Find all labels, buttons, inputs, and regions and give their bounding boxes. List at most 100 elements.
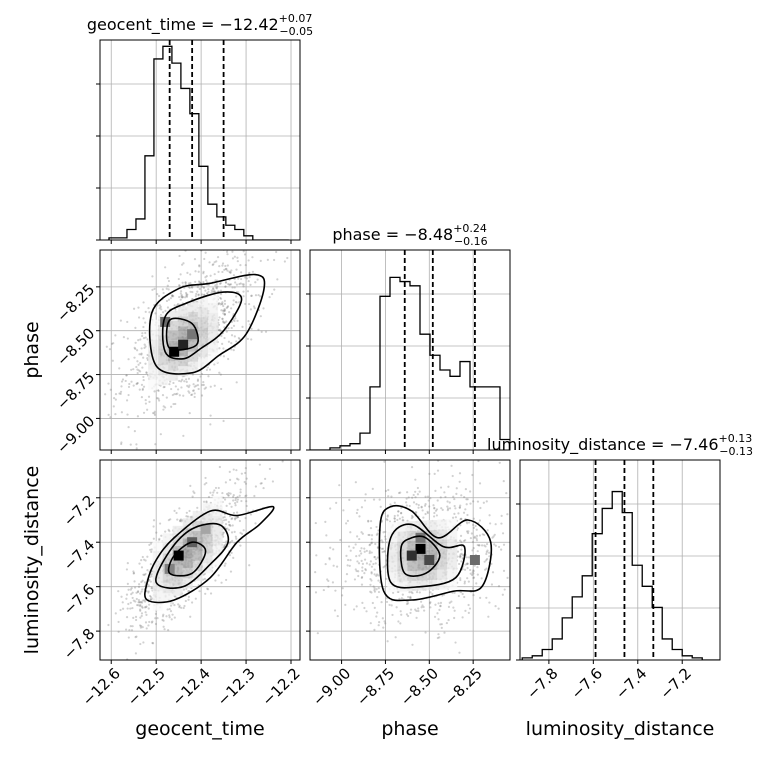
histogram-luminosity_distance — [521, 490, 720, 660]
scatter-point — [214, 284, 217, 287]
density-cell — [437, 559, 448, 570]
scatter-point — [239, 544, 242, 547]
scatter-point — [386, 515, 389, 518]
scatter-point — [488, 514, 491, 517]
scatter-point — [409, 595, 412, 598]
scatter-point — [460, 540, 463, 544]
scatter-point — [189, 484, 192, 487]
scatter-point — [131, 606, 134, 610]
scatter-point — [224, 285, 227, 288]
scatter-point — [183, 604, 186, 608]
scatter-point — [121, 601, 124, 604]
scatter-point — [109, 388, 112, 391]
scatter-point — [202, 573, 205, 576]
scatter-point — [262, 486, 265, 490]
scatter-point — [433, 507, 436, 510]
scatter-point — [332, 548, 335, 551]
density-cell — [158, 375, 169, 386]
scatter-point — [127, 588, 130, 591]
scatter-point — [223, 313, 226, 316]
scatter-point — [114, 393, 118, 396]
scatter-point — [273, 288, 276, 291]
scatter-point — [227, 327, 230, 330]
scatter-point — [212, 491, 215, 494]
scatter-point — [500, 514, 503, 517]
scatter-point — [138, 583, 141, 586]
scatter-point — [224, 522, 228, 526]
scatter-point — [192, 383, 195, 386]
scatter-point — [223, 564, 226, 567]
scatter-point — [203, 257, 206, 261]
scatter-point — [221, 309, 225, 312]
scatter-point — [196, 384, 200, 387]
scatter-point — [138, 353, 141, 356]
scatter-point — [213, 363, 216, 366]
scatter-point — [414, 511, 417, 514]
scatter-point — [254, 294, 258, 297]
panel-frame — [99, 459, 301, 661]
scatter-point — [246, 337, 249, 341]
scatter-point — [125, 374, 128, 377]
scatter-point — [244, 495, 247, 498]
scatter-point — [407, 496, 410, 499]
scatter-point — [214, 290, 217, 293]
scatter-point — [204, 276, 207, 279]
scatter-point — [156, 397, 159, 400]
scatter-point — [386, 640, 389, 643]
scatter-point — [276, 278, 279, 281]
scatter-point — [264, 330, 268, 333]
scatter-point — [114, 612, 117, 615]
scatter-point — [178, 379, 181, 383]
scatter-point — [152, 411, 155, 415]
scatter-point — [370, 572, 373, 575]
scatter-point — [226, 305, 230, 308]
scatter-point — [107, 382, 110, 385]
scatter-point — [368, 551, 371, 555]
scatter-point — [137, 369, 140, 372]
scatter-point — [370, 542, 373, 545]
scatter-point — [220, 309, 223, 312]
scatter-point — [360, 576, 363, 579]
density-cell — [162, 593, 173, 604]
scatter-point — [331, 581, 335, 584]
scatter-point — [268, 296, 271, 299]
density-cell — [192, 550, 203, 561]
scatter-point — [367, 520, 370, 523]
scatter-point — [144, 611, 147, 614]
scatter-point — [396, 514, 399, 517]
scatter-point — [230, 342, 233, 345]
scatter-point — [132, 384, 135, 387]
scatter-point — [475, 528, 478, 531]
scatter-point — [188, 384, 191, 387]
scatter-point — [377, 590, 381, 594]
scatter-point — [249, 513, 253, 516]
scatter-point — [452, 495, 455, 498]
scatter-point — [439, 486, 443, 489]
scatter-point — [459, 578, 462, 582]
density-cell — [148, 369, 159, 380]
scatter-point — [228, 311, 231, 314]
density-cell — [182, 528, 193, 539]
scatter-point — [178, 284, 181, 287]
scatter-point — [373, 573, 376, 576]
scatter-point — [346, 564, 349, 567]
scatter-point — [415, 590, 419, 594]
scatter-point — [472, 526, 475, 529]
scatter-point — [232, 468, 235, 471]
scatter-point — [203, 483, 206, 486]
scatter-point — [170, 618, 173, 621]
scatter-point — [234, 317, 237, 320]
scatter-point — [336, 614, 339, 618]
scatter-point — [135, 447, 138, 450]
scatter-point — [367, 533, 370, 537]
scatter-point — [439, 496, 442, 499]
scatter-point — [497, 545, 501, 549]
scatter-point — [472, 547, 475, 550]
scatter-point — [228, 523, 231, 526]
scatter-point — [483, 568, 487, 571]
scatter-point — [233, 530, 236, 533]
scatter-point — [227, 282, 230, 286]
scatter-point — [400, 511, 403, 515]
scatter-point — [203, 387, 206, 390]
scatter-point — [420, 505, 423, 508]
